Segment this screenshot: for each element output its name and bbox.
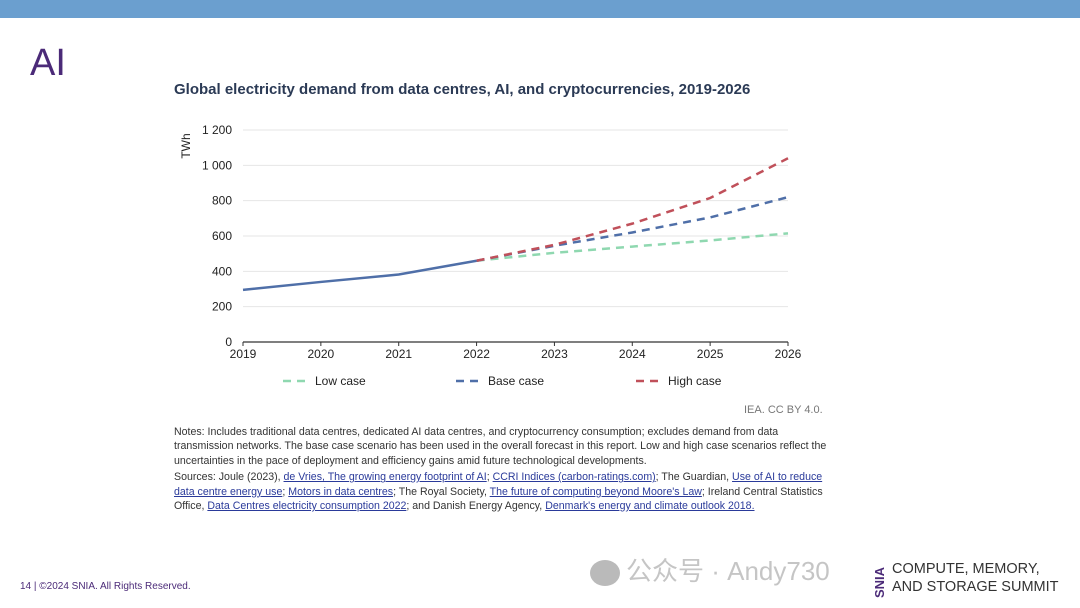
x-tick-label: 2023	[541, 347, 568, 361]
sep: ; The Guardian,	[655, 471, 733, 484]
x-tick-label: 2020	[308, 347, 335, 361]
legend-label: Low case	[315, 374, 366, 388]
x-tick-label: 2025	[697, 347, 724, 361]
source-link[interactable]: Data Centres electricity consumption 202…	[207, 500, 407, 513]
y-tick-label: 400	[212, 264, 232, 278]
logo-line2: AND STORAGE SUMMIT	[892, 579, 1059, 595]
source-link[interactable]: de Vries, The growing energy footprint o…	[283, 471, 487, 484]
series-line-high-case	[476, 157, 789, 262]
wechat-icon	[590, 560, 620, 587]
credit: IEA. CC BY 4.0.	[744, 404, 823, 416]
sources-prefix: Sources: Joule (2023),	[174, 471, 284, 484]
legend-label: Base case	[488, 374, 544, 388]
legend-label: High case	[668, 374, 722, 388]
sep: ; Ireland Central Statistics Office,	[174, 485, 823, 513]
x-tick-label: 2024	[619, 347, 646, 361]
source-link[interactable]: CCRI Indices (carbon-ratings.com)	[492, 471, 656, 484]
y-tick-label: 800	[212, 194, 232, 208]
sep: ; and Danish Energy Agency,	[406, 500, 546, 513]
x-tick-label: 2022	[463, 347, 490, 361]
sep: ;	[486, 471, 493, 484]
logo-line1: COMPUTE, MEMORY,	[892, 561, 1040, 577]
y-tick-label: 600	[212, 229, 232, 243]
sep: ;	[282, 485, 289, 498]
notes-text: Notes: Includes traditional data centres…	[174, 426, 827, 467]
line-chart: 0 200 400 600 800 1 000 1 200 2019 2020 2021 2022 2…	[179, 123, 802, 388]
source-link[interactable]: Denmark's energy and climate outlook 201…	[545, 500, 755, 513]
y-tick-label: 1 000	[202, 158, 232, 172]
series-line-low-case	[476, 232, 789, 262]
series-line-base-case	[476, 195, 789, 262]
logo-text: COMPUTE, MEMORY, AND STORAGE SUMMIT	[892, 560, 1059, 596]
sep: ; The Royal Society,	[393, 485, 490, 498]
chart-title: Global electricity demand from data cent…	[174, 81, 751, 98]
sources: Sources: Joule (2023), de Vries, The gro…	[174, 470, 834, 513]
snia-logo: SNIA	[872, 566, 887, 598]
source-link[interactable]: The future of computing beyond Moore's L…	[489, 485, 702, 498]
source-link[interactable]: Use of AI to reduce data centre energy u…	[174, 471, 823, 498]
x-tick-label: 2019	[230, 347, 257, 361]
y-tick-label: 200	[212, 300, 232, 314]
history-line	[242, 259, 477, 292]
watermark-text: 公众号 · Andy730	[626, 556, 830, 586]
y-tick-label: 0	[225, 335, 232, 349]
slide-title: AI	[30, 42, 66, 84]
y-axis-label: TWh	[179, 133, 193, 158]
source-link[interactable]: Motors in data centres	[288, 485, 394, 498]
notes: Notes: Includes traditional data centres…	[174, 425, 834, 513]
watermark: 公众号 · Andy730	[590, 556, 830, 587]
slide-footer: 14 | ©2024 SNIA. All Rights Reserved.	[20, 581, 191, 592]
y-tick-label: 1 200	[202, 123, 232, 137]
x-tick-label: 2026	[775, 347, 802, 361]
x-tick-label: 2021	[385, 347, 412, 361]
top-bar	[0, 0, 1080, 18]
